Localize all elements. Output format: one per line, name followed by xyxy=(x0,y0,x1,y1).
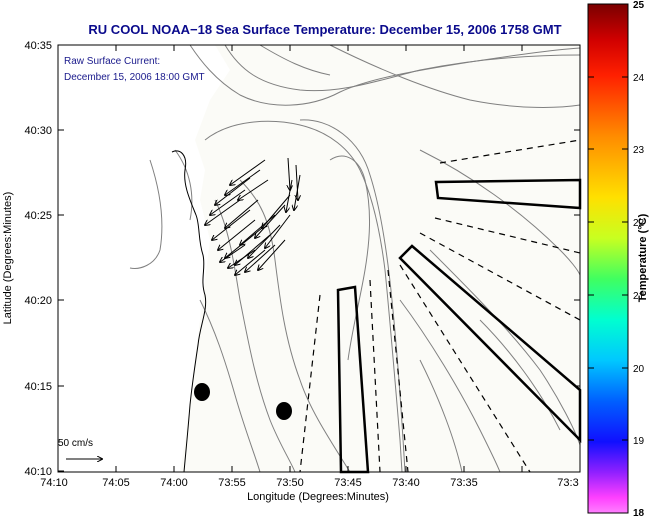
land-mass xyxy=(58,45,230,472)
colorbar-tick: 23 xyxy=(633,145,645,156)
y-tick-label: 40:30 xyxy=(24,125,52,137)
colorbar-tick: 25 xyxy=(633,0,645,11)
colorbar-label: Temperature (°C) xyxy=(637,213,649,302)
scale-vector-label: 50 cm/s xyxy=(58,438,93,449)
y-tick-label: 40:35 xyxy=(24,40,52,52)
scale-vector: 50 cm/s xyxy=(58,438,102,459)
bathymetry-contours xyxy=(129,44,581,473)
colorbar-tick: 18 xyxy=(633,508,645,518)
x-axis: 74:10 74:05 74:00 73:55 73:50 73:45 73:4… xyxy=(40,45,579,503)
y-tick-label: 40:10 xyxy=(24,466,52,478)
colorbar: 25 24 23 22 21 20 19 18 Temperature (°C) xyxy=(587,0,649,518)
y-axis: 40:35 40:30 40:25 40:20 40:15 40:10 Lati… xyxy=(2,40,580,478)
annotation-line2: December 15, 2006 18:00 GMT xyxy=(64,72,205,83)
colorbar-tick: 20 xyxy=(633,364,645,375)
x-tick-label: 73:45 xyxy=(334,477,362,489)
station-marker xyxy=(194,383,210,401)
transect-lines xyxy=(299,139,581,473)
x-tick-label: 73:35 xyxy=(450,477,478,489)
x-tick-label: 74:10 xyxy=(40,477,68,489)
x-tick-label: 73:3 xyxy=(557,477,578,489)
surface-current-vectors xyxy=(205,157,300,275)
map-frame xyxy=(57,44,581,473)
colorbar-tick: 19 xyxy=(633,436,645,447)
y-axis-label: Latitude (Degrees:Minutes) xyxy=(2,192,14,325)
colorbar-gradient xyxy=(587,3,629,514)
colorbar-tick: 24 xyxy=(633,73,645,84)
y-tick-label: 40:15 xyxy=(24,381,52,393)
x-tick-label: 73:40 xyxy=(392,477,420,489)
colorbar-tick: 21 xyxy=(633,291,645,302)
x-tick-label: 74:00 xyxy=(160,477,188,489)
y-tick-label: 40:20 xyxy=(24,295,52,307)
x-axis-label: Longitude (Degrees:Minutes) xyxy=(247,491,389,503)
map-title: RU COOL NOAA−18 Sea Surface Temperature:… xyxy=(88,22,561,37)
colorbar-tick: 22 xyxy=(633,218,645,229)
coastline xyxy=(171,150,207,473)
x-tick-label: 73:50 xyxy=(276,477,304,489)
annotation-line1: Raw Surface Current: xyxy=(64,56,160,67)
station-marker xyxy=(276,402,292,420)
y-tick-label: 40:25 xyxy=(24,210,52,222)
x-tick-label: 73:55 xyxy=(218,477,246,489)
map-area[interactable]: Raw Surface Current: December 15, 2006 1… xyxy=(57,44,582,474)
x-tick-label: 74:05 xyxy=(102,477,130,489)
